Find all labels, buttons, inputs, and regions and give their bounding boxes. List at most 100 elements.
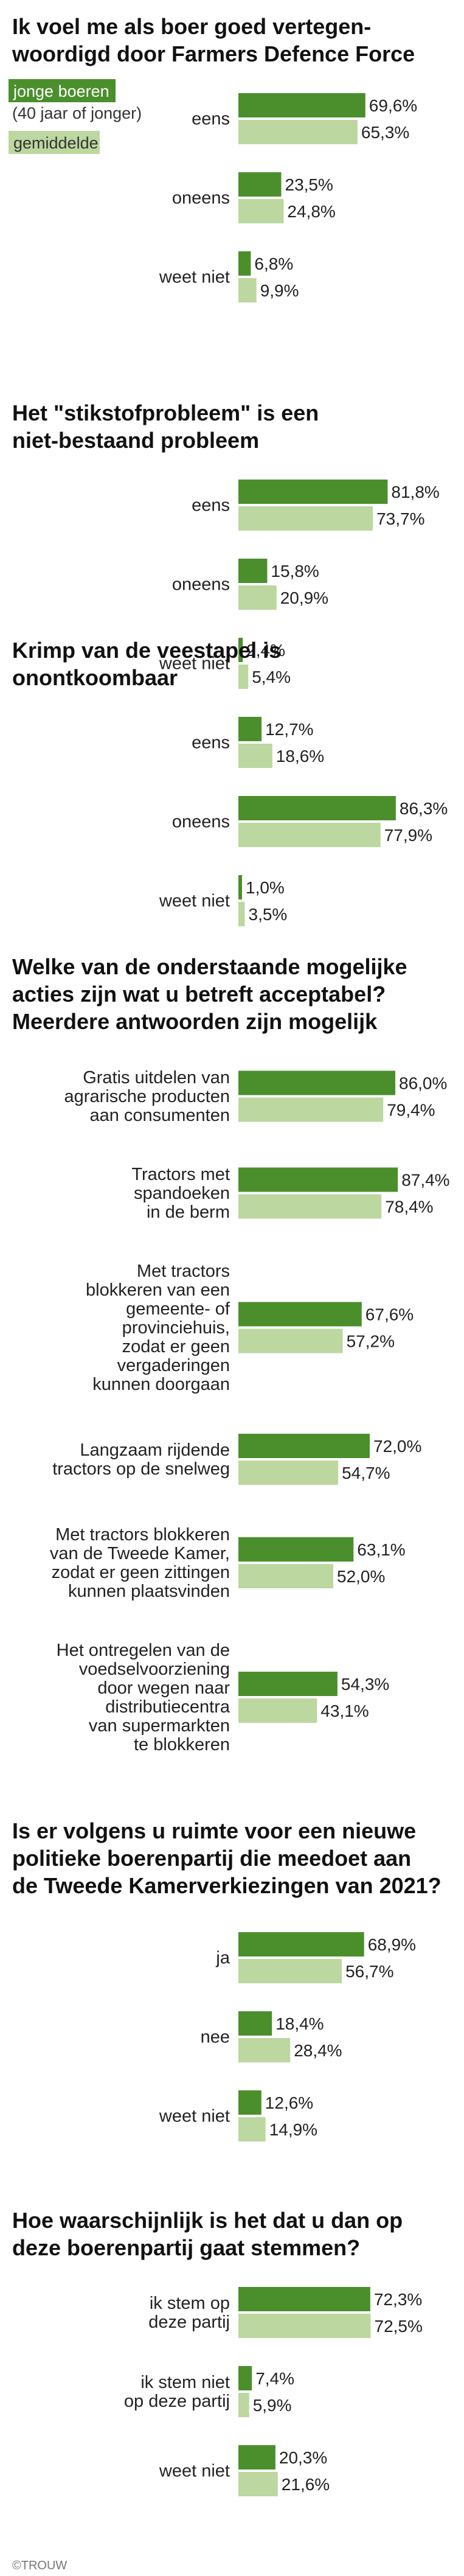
category-label: Met tractors blokkeren [55, 1525, 230, 1545]
bar-average [238, 823, 381, 847]
chart-title-line: de Tweede Kamerverkiezingen van 2021? [12, 1873, 441, 1898]
category-label: oneens [172, 189, 230, 208]
data-label: 68,9% [368, 1935, 416, 1954]
data-label: 57,2% [347, 1332, 395, 1351]
category-label: Langzaam rijdende [80, 1440, 230, 1460]
bar-average [238, 1564, 333, 1588]
category-label: Het ontregelen van de [57, 1641, 230, 1660]
bar-average [238, 1698, 317, 1723]
legend-swatch-average [9, 131, 100, 154]
data-label: 18,4% [275, 2014, 324, 2033]
data-label: 24,8% [287, 202, 335, 221]
data-label: 56,7% [345, 1962, 393, 1981]
data-label: 43,1% [320, 1702, 369, 1720]
chart-panel: Ik voel me als boer goed vertegen-woordi… [12, 14, 417, 302]
chart-title-line: Is er volgens u ruimte voor een nieuwe [12, 1818, 416, 1843]
category-label: ja [215, 1949, 230, 1968]
category-label: ik stem niet [140, 2373, 230, 2392]
category-label: weet niet [159, 892, 230, 911]
data-label: 23,5% [285, 175, 333, 194]
chart-title-line: niet-bestaand probleem [12, 428, 259, 453]
bar-young-farmers [238, 2011, 272, 2036]
category-label: gemeente- of [126, 1299, 230, 1319]
bar-young-farmers [238, 2366, 252, 2390]
chart-title-line: deze boerenpartij gaat stemmen? [12, 2235, 360, 2260]
category-label: te blokkeren [134, 1735, 230, 1754]
data-label: 12,7% [265, 720, 313, 739]
category-label: voedselvoorziening [79, 1660, 230, 1679]
legend-label-young: jonge boeren [13, 82, 109, 100]
bar-young-farmers [238, 1672, 338, 1696]
bar-young-farmers [238, 796, 396, 820]
category-label: aan consumenten [89, 1106, 230, 1125]
category-label: blokkeren van een [86, 1280, 230, 1300]
bar-young-farmers [238, 2090, 261, 2115]
credit: ©TROUW [12, 2559, 67, 2572]
chart-title-line: acties zijn wat u betreft acceptabel? [12, 982, 386, 1007]
chart-panel: Is er volgens u ruimte voor een nieuwe po… [12, 1818, 441, 2141]
legend-sublabel-young: (40 jaar of jonger) [12, 104, 142, 122]
bar-young-farmers [238, 1167, 398, 1192]
category-label: tractors op de snelweg [52, 1459, 230, 1479]
bar-average [238, 1328, 343, 1353]
data-label: 15,8% [271, 562, 319, 581]
category-label: Met tractors [137, 1262, 230, 1281]
bar-young-farmers [238, 875, 242, 899]
category-label: kunnen plaatsvinden [68, 1582, 230, 1601]
bar-average [238, 2472, 278, 2496]
bar-average [238, 744, 272, 768]
category-label: ik stem op [150, 2294, 230, 2313]
bar-young-farmers [238, 638, 243, 662]
category-label: provinciehuis, [122, 1318, 230, 1338]
data-label: 18,6% [276, 747, 324, 766]
data-label: 86,0% [399, 1074, 447, 1093]
data-label: 78,4% [385, 1198, 433, 1216]
category-label: eens [192, 110, 230, 129]
bar-average [238, 2314, 371, 2338]
bar-young-farmers [238, 1932, 364, 1956]
data-label: 81,8% [391, 483, 439, 501]
data-label: 54,3% [341, 1675, 389, 1694]
category-label: Gratis uitdelen van [83, 1068, 230, 1087]
data-label: 72,0% [373, 1437, 421, 1456]
data-label: 87,4% [401, 1171, 449, 1190]
data-label: 65,3% [361, 123, 409, 142]
chart-title-line: Meerdere antwoorden zijn mogelijk [12, 1009, 378, 1034]
category-label: deze partij [148, 2312, 230, 2332]
data-label: 12,6% [265, 2093, 313, 2112]
category-label: oneens [172, 575, 230, 595]
data-label: 54,7% [342, 1464, 390, 1482]
data-label: 79,4% [387, 1101, 435, 1120]
bar-average [238, 1097, 384, 1122]
data-label: 69,6% [369, 96, 417, 115]
bar-average [238, 278, 257, 302]
chart-title-line: Ik voel me als boer goed vertegen- [12, 14, 371, 39]
bar-young-farmers [238, 480, 388, 504]
data-label: 5,4% [252, 668, 291, 686]
data-label: 52,0% [337, 1567, 385, 1586]
data-label: 20,3% [279, 2448, 327, 2467]
category-label: oneens [172, 812, 230, 832]
chart-title-line: onontkoombaar [12, 665, 178, 690]
data-label: 86,3% [400, 799, 448, 818]
data-label: 73,7% [376, 509, 424, 528]
chart-panel: Het "stikstofprobleem" is een niet-bestaa… [12, 400, 440, 689]
chart-title-line: Welke van de onderstaande mogelijke [12, 954, 407, 979]
chart-title-line: Hoe waarschijnlijk is het dat u dan op [12, 2208, 403, 2233]
bar-young-farmers [238, 717, 262, 741]
category-label: Tractors met [131, 1165, 230, 1184]
bar-average [238, 2038, 291, 2062]
category-label: eens [192, 496, 230, 515]
bar-average [238, 1959, 342, 1983]
data-label: 21,6% [282, 2475, 330, 2494]
category-label: weet niet [159, 268, 230, 287]
category-label: van supermarkten [89, 1716, 230, 1736]
data-label: 2,4% [246, 641, 285, 660]
bar-average [238, 1461, 339, 1485]
bar-average [238, 902, 245, 926]
category-label: door wegen naar [97, 1678, 230, 1698]
data-label: 14,9% [269, 2120, 317, 2139]
data-label: 72,3% [374, 2290, 422, 2309]
data-label: 77,9% [384, 826, 432, 845]
